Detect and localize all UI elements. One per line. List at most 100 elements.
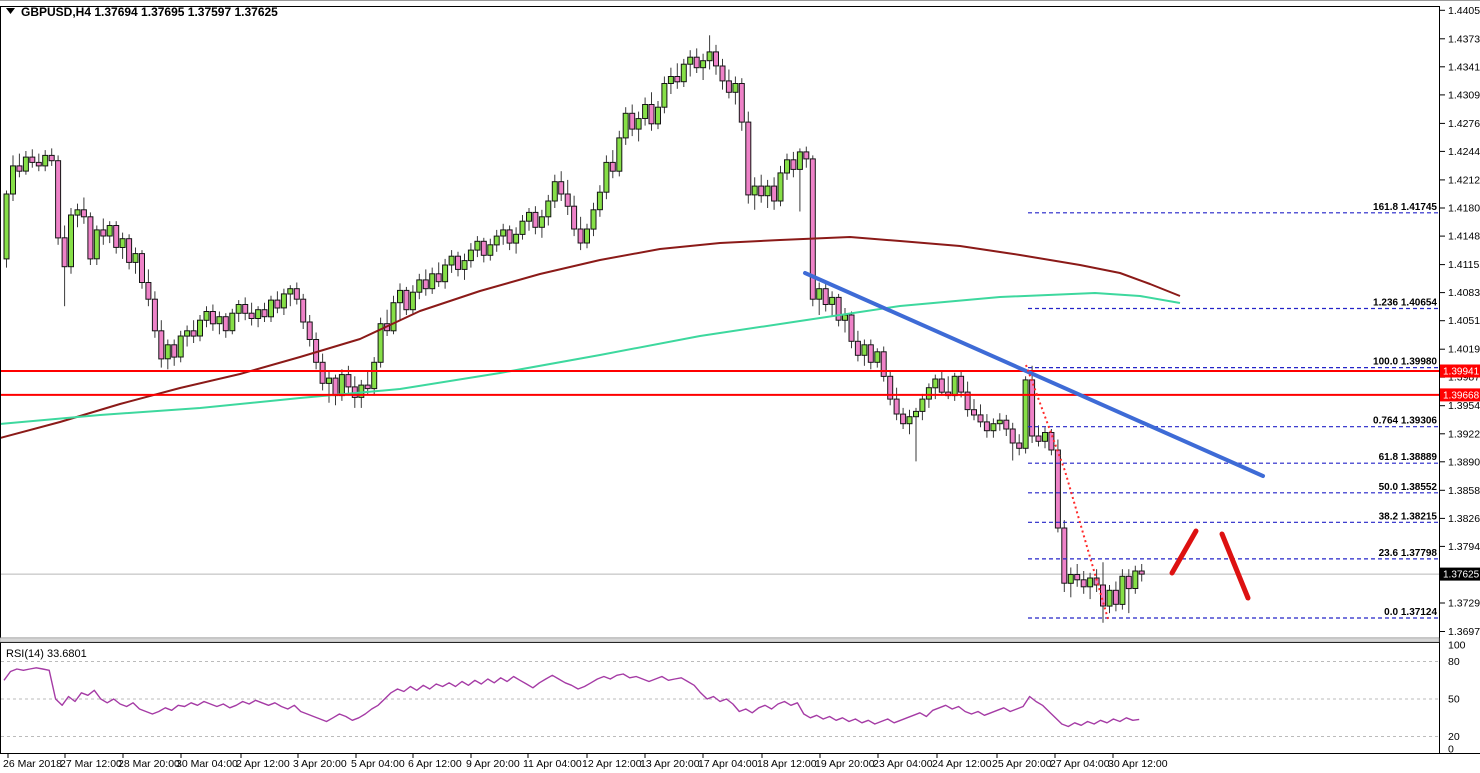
candle-bear [455, 255, 461, 270]
price-tick-label: 1.39225 [1448, 428, 1480, 440]
candle-bear [35, 161, 42, 167]
dotted-projection-line[interactable] [1025, 364, 1109, 620]
candle-bull [667, 76, 674, 84]
candle-bull [680, 63, 687, 83]
hline-price-badge-label: 1.39941 [1443, 367, 1480, 378]
candle-bear [300, 298, 307, 323]
descending-trendline[interactable] [803, 271, 1265, 478]
candle-bull [990, 423, 997, 432]
candle-bull [861, 344, 868, 356]
candle-bear [648, 104, 655, 125]
candle-bear [274, 299, 281, 309]
rsi-scale-label: 100 [1448, 640, 1466, 652]
candle-bull [280, 293, 287, 309]
candle-bear [209, 311, 216, 325]
candle-bull [784, 159, 790, 174]
price-tick-label: 1.43090 [1448, 89, 1480, 101]
fib-level-label: 100.0 1.39980 [1373, 357, 1437, 368]
candle-bear [577, 228, 584, 244]
candle-bull [287, 288, 294, 295]
candle-bear [261, 309, 268, 318]
candle-bull [68, 214, 74, 268]
time-tick-label: 17 Apr 04:00 [698, 758, 758, 770]
candle-bear [848, 314, 855, 342]
chart-title: GBPUSD,H4 1.37694 1.37695 1.37597 1.3762… [21, 5, 278, 19]
candle-bull [474, 240, 481, 251]
candle-bull [229, 312, 236, 332]
rsi-label: RSI(14) 33.6801 [6, 648, 87, 660]
candle-bull [132, 253, 139, 263]
candle-bull [487, 244, 494, 256]
rsi-scale-label: 0 [1448, 744, 1454, 756]
candle-bear [1054, 449, 1061, 529]
time-tick-label: 5 Apr 04:00 [351, 758, 405, 770]
candle-bear [87, 216, 94, 260]
price-tick-label: 1.42765 [1448, 118, 1480, 130]
candle-bear [100, 229, 107, 237]
candle-bull [22, 156, 29, 172]
candle-bear [738, 83, 745, 123]
candle-bull [777, 172, 784, 202]
candle-bull [796, 151, 803, 170]
candle-bear [1138, 570, 1145, 575]
current-price-badge-label: 1.37625 [1443, 570, 1480, 581]
price-tick-label: 1.36970 [1448, 626, 1480, 638]
time-tick-label: 3 Apr 20:00 [293, 758, 347, 770]
time-tick-label: 27 Mar 12:00 [60, 758, 122, 770]
candle-bear [242, 304, 249, 314]
candle-bull [951, 375, 958, 397]
candle-bull [371, 361, 378, 390]
pane-separator[interactable] [0, 637, 1440, 643]
price-tick-label: 1.42120 [1448, 174, 1480, 186]
candle-bull [442, 264, 449, 283]
candle-bull [409, 291, 416, 311]
candle-bear [403, 289, 410, 311]
price-tick-label: 1.40835 [1448, 287, 1480, 299]
fib-level-label: 1.236 1.40654 [1373, 298, 1437, 309]
candle-bull [513, 233, 520, 244]
candle-bear [674, 76, 681, 83]
price-tick-label: 1.38580 [1448, 485, 1480, 497]
candle-bear [190, 330, 197, 337]
price-tick-label: 1.44055 [1448, 5, 1480, 17]
candle-bear [609, 161, 616, 172]
candle-bull [184, 330, 191, 337]
candle-bear [1112, 589, 1119, 605]
candle-bull [3, 193, 10, 260]
candle-bear [1074, 574, 1081, 581]
candle-bull [10, 165, 16, 195]
candle-bear [364, 384, 371, 390]
price-axis[interactable]: 1.44055 1.43730 1.43410 1.43090 1.42765 1.424… [1373, 5, 1480, 756]
candle-bull [500, 229, 507, 237]
price-tick-label: 1.38905 [1448, 456, 1480, 468]
candle-bull [42, 154, 49, 167]
candle-bear [958, 375, 965, 393]
candle-bull [616, 137, 623, 172]
time-tick-label: 23 Apr 04:00 [873, 758, 933, 770]
candle-bull [932, 378, 939, 389]
candle-bear [971, 409, 977, 416]
candle-bull [603, 161, 610, 193]
time-tick-label: 30 Apr 12:00 [1108, 758, 1168, 770]
candle-bear [158, 330, 165, 360]
candle-bear [771, 185, 778, 202]
candle-bull [461, 260, 468, 270]
time-tick-label: 12 Apr 12:00 [582, 758, 642, 770]
candle-bear [790, 159, 797, 170]
hline-price-badge [1440, 388, 1480, 402]
candle-bull [1087, 577, 1094, 588]
candle-bear [887, 375, 894, 400]
candle-bear [809, 158, 816, 300]
price-tick-label: 1.43410 [1448, 61, 1480, 73]
candle-bear [713, 51, 719, 67]
symbol-dropdown-icon[interactable] [6, 8, 15, 14]
candle-bull [751, 185, 758, 196]
red-mark-stroke[interactable] [1219, 531, 1251, 601]
candle-bull [377, 323, 384, 363]
candle-bear [693, 56, 700, 69]
candle-bear [48, 154, 55, 162]
red-mark-stroke[interactable] [1169, 528, 1199, 576]
drawn-objects-layer[interactable] [0, 212, 1439, 620]
